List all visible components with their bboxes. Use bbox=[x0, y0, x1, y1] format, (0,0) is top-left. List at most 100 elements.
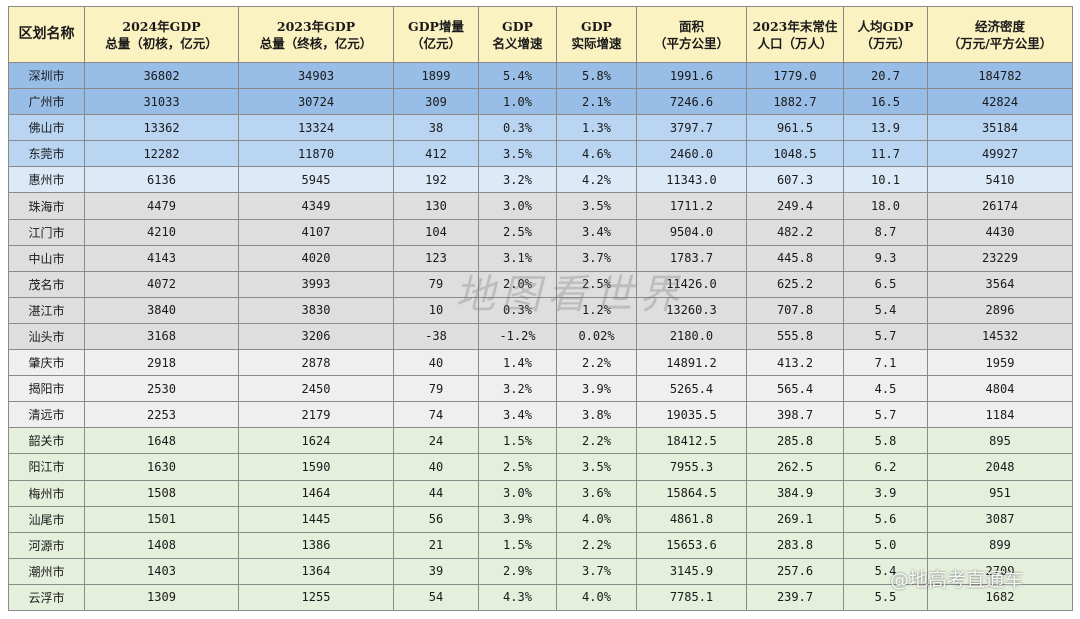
data-cell: 5.8% bbox=[556, 61, 637, 90]
data-cell: 3.0% bbox=[478, 192, 557, 220]
column-header-line: （万元/平方公里） bbox=[947, 35, 1053, 51]
data-cell: 5.7 bbox=[843, 401, 928, 429]
table-row: 珠海市 4479 4349 130 3.0% 3.5% 1711.2 249.4 18.0 261… bbox=[8, 192, 1073, 220]
data-cell: 3168 bbox=[84, 322, 239, 351]
data-cell: -1.2% bbox=[478, 322, 557, 351]
data-cell: 104 bbox=[393, 218, 479, 246]
table-row: 惠州市 6136 5945 192 3.2% 4.2% 11343.0 607.3 10.1 54… bbox=[8, 166, 1073, 194]
data-cell: 565.4 bbox=[746, 375, 844, 403]
data-cell: 21 bbox=[393, 531, 479, 559]
data-cell: 4.3% bbox=[478, 583, 557, 611]
data-cell: 56 bbox=[393, 505, 479, 533]
column-header-line: 人口（万人） bbox=[757, 35, 833, 51]
city-name-cell: 清远市 bbox=[8, 401, 85, 429]
data-cell: 6.5 bbox=[843, 270, 928, 298]
data-cell: 7.1 bbox=[843, 349, 928, 377]
data-cell: 3.4% bbox=[556, 218, 637, 246]
data-cell: 4861.8 bbox=[636, 505, 747, 533]
data-cell: 309 bbox=[393, 88, 479, 116]
data-cell: 1590 bbox=[238, 453, 394, 481]
column-header-line: 总量（终核，亿元） bbox=[259, 35, 373, 51]
data-cell: 951 bbox=[927, 479, 1073, 507]
column-header: 区划名称 bbox=[8, 6, 85, 63]
data-cell: 1.0% bbox=[478, 88, 557, 116]
data-cell: 2.9% bbox=[478, 557, 557, 585]
city-name-cell: 湛江市 bbox=[8, 296, 85, 324]
data-cell: 1184 bbox=[927, 401, 1073, 429]
data-cell: 39 bbox=[393, 557, 479, 585]
column-header-line: 总量（初核，亿元） bbox=[105, 35, 218, 51]
data-cell: 10.1 bbox=[843, 166, 928, 194]
city-name-cell: 阳江市 bbox=[8, 453, 85, 481]
data-cell: 2.1% bbox=[556, 88, 637, 116]
column-header: 2023年末常住 人口（万人） bbox=[746, 6, 844, 63]
city-name-cell: 东莞市 bbox=[8, 140, 85, 168]
data-cell: 283.8 bbox=[746, 531, 844, 559]
data-cell: 398.7 bbox=[746, 401, 844, 429]
data-cell: -38 bbox=[393, 322, 479, 351]
data-cell: 2180.0 bbox=[636, 322, 747, 351]
city-name-cell: 佛山市 bbox=[8, 114, 85, 142]
data-cell: 1882.7 bbox=[746, 88, 844, 116]
data-cell: 249.4 bbox=[746, 192, 844, 220]
data-cell: 1403 bbox=[84, 557, 239, 585]
data-cell: 15864.5 bbox=[636, 479, 747, 507]
table-row: 清远市 2253 2179 74 3.4% 3.8% 19035.5 398.7 5.7 1184 bbox=[8, 401, 1073, 429]
data-cell: 13324 bbox=[238, 114, 394, 142]
data-cell: 42824 bbox=[927, 88, 1073, 116]
column-header-line: GDP bbox=[502, 18, 533, 34]
data-cell: 1501 bbox=[84, 505, 239, 533]
data-cell: 9504.0 bbox=[636, 218, 747, 246]
data-cell: 4107 bbox=[238, 218, 394, 246]
city-name-cell: 茂名市 bbox=[8, 270, 85, 298]
column-header-line: 2023年GDP bbox=[276, 18, 356, 34]
data-cell: 1.2% bbox=[556, 296, 637, 324]
data-cell: 14532 bbox=[927, 322, 1073, 351]
city-name-cell: 惠州市 bbox=[8, 166, 85, 194]
data-cell: 1408 bbox=[84, 531, 239, 559]
table-row: 东莞市 12282 11870 412 3.5% 4.6% 2460.0 1048.5 11.7… bbox=[8, 140, 1073, 168]
table-row: 云浮市 1309 1255 54 4.3% 4.0% 7785.1 239.7 5.5 1682 bbox=[8, 583, 1073, 611]
data-cell: 2709 bbox=[927, 557, 1073, 585]
data-cell: 257.6 bbox=[746, 557, 844, 585]
data-cell: 123 bbox=[393, 244, 479, 272]
data-cell: 3206 bbox=[238, 322, 394, 351]
header-row: 区划名称 2024年GDP 总量（初核，亿元） 2023年GDP 总量（终核，亿元） GD… bbox=[8, 6, 1073, 63]
city-name-cell: 河源市 bbox=[8, 531, 85, 559]
data-cell: 4804 bbox=[927, 375, 1073, 403]
data-cell: 1364 bbox=[238, 557, 394, 585]
data-cell: 5.4% bbox=[478, 61, 557, 90]
data-cell: 30724 bbox=[238, 88, 394, 116]
data-cell: 26174 bbox=[927, 192, 1073, 220]
data-cell: 3.1% bbox=[478, 244, 557, 272]
data-cell: 3.5% bbox=[556, 453, 637, 481]
data-cell: 2450 bbox=[238, 375, 394, 403]
city-name-cell: 深圳市 bbox=[8, 61, 85, 90]
data-cell: 79 bbox=[393, 270, 479, 298]
city-name-cell: 揭阳市 bbox=[8, 375, 85, 403]
table-row: 汕头市 3168 3206 -38 -1.2% 0.02% 2180.0 555.8 5.7 14… bbox=[8, 322, 1073, 351]
data-cell: 1255 bbox=[238, 583, 394, 611]
data-cell: 35184 bbox=[927, 114, 1073, 142]
data-cell: 13.9 bbox=[843, 114, 928, 142]
data-cell: 40 bbox=[393, 453, 479, 481]
data-cell: 482.2 bbox=[746, 218, 844, 246]
data-cell: 1783.7 bbox=[636, 244, 747, 272]
data-cell: 412 bbox=[393, 140, 479, 168]
data-cell: 2460.0 bbox=[636, 140, 747, 168]
data-cell: 4.6% bbox=[556, 140, 637, 168]
data-cell: 20.7 bbox=[843, 61, 928, 90]
data-cell: 3.5% bbox=[556, 192, 637, 220]
data-cell: 5.4 bbox=[843, 557, 928, 585]
data-cell: 895 bbox=[927, 427, 1073, 455]
data-cell: 3145.9 bbox=[636, 557, 747, 585]
city-name-cell: 珠海市 bbox=[8, 192, 85, 220]
data-cell: 2878 bbox=[238, 349, 394, 377]
data-cell: 1.3% bbox=[556, 114, 637, 142]
column-header-line: （亿元） bbox=[410, 35, 461, 51]
column-header: 2024年GDP 总量（初核，亿元） bbox=[84, 6, 239, 63]
data-cell: 3.9% bbox=[478, 505, 557, 533]
data-cell: 1779.0 bbox=[746, 61, 844, 90]
data-cell: 184782 bbox=[927, 61, 1073, 90]
data-cell: 13362 bbox=[84, 114, 239, 142]
